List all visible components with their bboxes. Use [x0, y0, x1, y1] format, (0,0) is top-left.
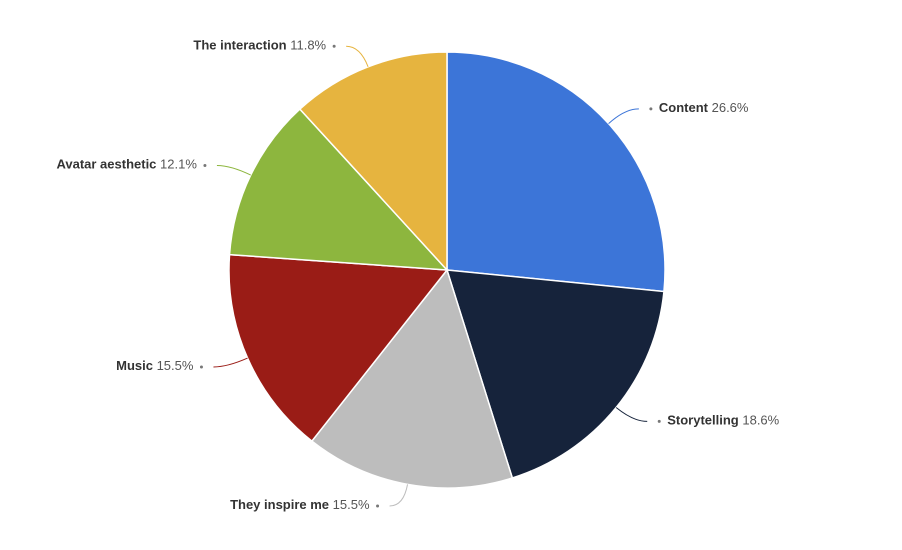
- slice-label: Avatar aesthetic 12.1%: [56, 157, 197, 172]
- label-dot: [376, 504, 380, 508]
- label-dot: [203, 164, 207, 168]
- slice-value-label: 11.8%: [290, 38, 326, 53]
- label-dot: [199, 365, 203, 369]
- leader-line: [389, 484, 409, 507]
- slice-label: Music 15.5%: [116, 358, 194, 373]
- slice-label: They inspire me 15.5%: [230, 497, 370, 512]
- slice-name: Music: [116, 358, 153, 373]
- slice-value-label: 15.5%: [333, 497, 370, 512]
- slice-value-label: 18.6%: [742, 413, 779, 428]
- leader-line: [608, 108, 639, 125]
- slice-value-label: 12.1%: [160, 157, 197, 172]
- leader-line: [615, 407, 648, 422]
- slice-label: Storytelling 18.6%: [667, 413, 779, 428]
- slice-name: They inspire me: [230, 497, 329, 512]
- leader-line: [216, 165, 251, 176]
- slice-label: The interaction 11.8%: [193, 38, 326, 53]
- slice-value-label: 26.6%: [712, 100, 749, 115]
- label-dot: [332, 44, 336, 48]
- label-dot: [649, 107, 653, 111]
- slice-name: Content: [659, 100, 709, 115]
- pie-slice: [298, 51, 448, 272]
- slice-name: The interaction: [193, 38, 286, 53]
- pie-slice: [445, 269, 665, 479]
- slice-name: Avatar aesthetic: [56, 157, 156, 172]
- leader-line: [213, 357, 248, 368]
- pie-slice: [446, 51, 666, 293]
- leader-line: [346, 45, 369, 67]
- slice-value-label: 15.5%: [157, 358, 194, 373]
- pie-slice: [310, 268, 514, 489]
- slice-label: Content 26.6%: [659, 100, 749, 115]
- label-dot: [657, 419, 661, 423]
- slice-name: Storytelling: [667, 413, 739, 428]
